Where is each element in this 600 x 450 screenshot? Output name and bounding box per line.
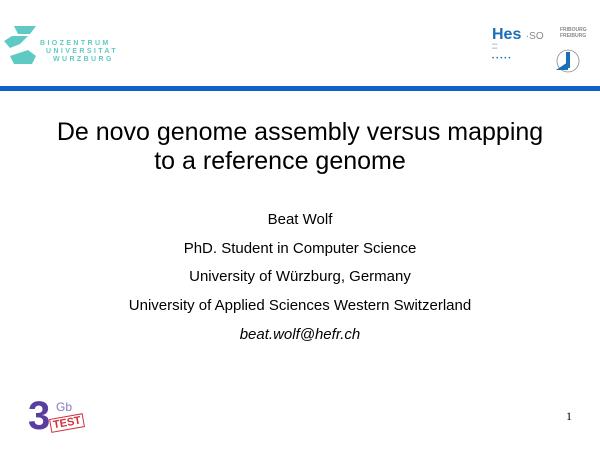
author-name: Beat Wolf	[267, 211, 333, 228]
author-position: PhD. Student in Computer Science	[183, 240, 417, 257]
fribourg-emblem-icon	[556, 49, 580, 73]
affiliation-1: University of Würzburg, Germany	[189, 268, 411, 285]
header-accent-bar	[0, 86, 600, 91]
hes-so-logo: Hes ·SO FRIBOURG FREIBURG ▪▪▪▪▪ ▪▪▪▪▪ ••••…	[492, 26, 592, 73]
3gb-test-logo: 3 Gb TEST	[28, 394, 88, 440]
biozentrum-mark-icon	[4, 26, 36, 64]
page-number: 1	[566, 409, 572, 423]
biozentrum-text: BIOZENTRUM UNIVERSITAT WURZBURG	[40, 40, 119, 63]
affiliation-2: University of Applied Sciences Western S…	[128, 297, 472, 314]
author-email: beat.wolf@hefr.ch	[239, 326, 361, 343]
slide-title: De novo genome assembly versus mapping t…	[56, 118, 544, 175]
biozentrum-logo	[4, 26, 40, 71]
